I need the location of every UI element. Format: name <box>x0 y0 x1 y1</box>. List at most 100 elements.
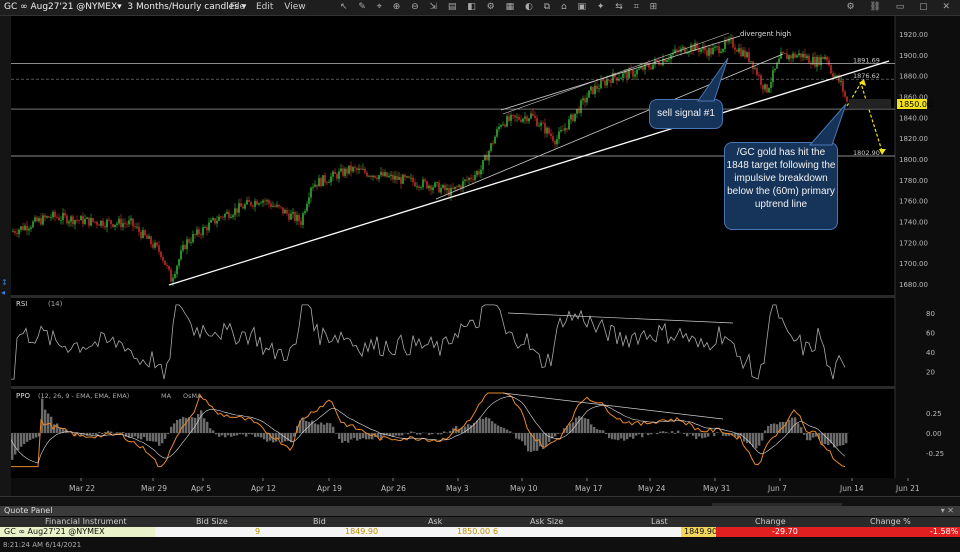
header-bid-size[interactable]: Bid Size <box>196 517 228 526</box>
candle-body <box>432 187 434 191</box>
header-ask[interactable]: Ask <box>428 517 443 526</box>
menu-file[interactable]: File <box>230 2 246 12</box>
quote-row[interactable]: GC ∞ Aug27'21 @NYMEX 9 1849.90 1850.00 6… <box>0 527 960 537</box>
candle-body <box>728 38 730 42</box>
candle-body <box>798 53 800 56</box>
candle-body <box>696 43 698 49</box>
row-ask: 1850.00 <box>457 527 491 536</box>
rsi-line <box>11 304 846 380</box>
menu-view[interactable]: View <box>284 2 306 12</box>
header-change[interactable]: Change <box>755 517 786 526</box>
collapse-icon[interactable]: ◂ <box>1 288 6 297</box>
candle-body <box>590 86 592 91</box>
osma-bar <box>692 433 695 436</box>
candle-body <box>194 234 196 235</box>
osma-bar <box>302 417 305 433</box>
candle-body <box>92 218 94 222</box>
candle-body <box>484 155 486 161</box>
osma-bar <box>299 420 302 433</box>
header-ask-size[interactable]: Ask Size <box>530 517 564 526</box>
osma-bar <box>230 433 233 437</box>
candle-body <box>68 221 70 224</box>
candle-body <box>676 49 678 51</box>
osma-bar <box>842 433 845 446</box>
channel-lower-line[interactable] <box>435 53 784 200</box>
candle-body <box>534 115 536 118</box>
header-last[interactable]: Last <box>651 517 668 526</box>
osma-bar <box>278 433 281 440</box>
toolbar-icons[interactable]: ↖ ✎ ⌖ ⊕ ⊖ ⇲ ▤ ◧ ⚙ ▦ ◐ ⧉ ⌂ ▣ ✦ ⇆ ⌗ ⊞ <box>340 2 662 12</box>
candle-body <box>648 64 650 68</box>
candle-body <box>266 200 268 202</box>
candle-body <box>760 75 762 85</box>
osma-bar <box>14 433 17 455</box>
osma-bar <box>659 431 662 433</box>
candle-body <box>48 216 50 218</box>
candle-body <box>710 48 712 55</box>
symbol-selector[interactable]: GC ∞ Aug27'21 @NYMEX▾ <box>4 2 122 12</box>
timeframe-selector[interactable]: 3 Months/Hourly candles ▾ <box>127 2 247 12</box>
candle-body <box>392 174 394 180</box>
osma-bar <box>677 430 680 433</box>
header-instrument[interactable]: Financial Instrument <box>45 517 127 526</box>
osma-bar <box>617 433 620 441</box>
osma-bar <box>671 431 674 433</box>
osma-bar <box>584 418 587 433</box>
candle-body <box>766 84 768 93</box>
candle-body <box>248 200 250 203</box>
candle-body <box>562 130 564 131</box>
candle-body <box>222 216 224 218</box>
osma-bar <box>20 433 23 447</box>
header-bid[interactable]: Bid <box>313 517 326 526</box>
candle-body <box>220 216 222 218</box>
candle-body <box>716 46 718 48</box>
candle-body <box>276 204 278 207</box>
osma-bar <box>674 433 677 434</box>
candle-body <box>642 66 644 70</box>
candle-body <box>824 56 826 60</box>
osma-bar <box>176 419 179 433</box>
osma-bar <box>131 433 134 438</box>
candle-body <box>814 56 816 67</box>
candle-body <box>180 250 182 260</box>
candle-body <box>124 223 126 224</box>
osma-bar <box>632 433 635 439</box>
osma-bar <box>218 433 221 437</box>
header-change-pct[interactable]: Change % <box>870 517 911 526</box>
candle-body <box>232 215 234 218</box>
price-tick: 1840.00 <box>899 114 928 122</box>
window-controls[interactable]: ⚙ ⛓ ▭ ▢ ✕ <box>846 2 956 12</box>
candle-body <box>528 118 530 122</box>
osma-bar <box>416 433 419 435</box>
draw-tool-icon[interactable]: ↕ <box>1 278 8 287</box>
timeline-scroller[interactable]: Jun '20Aug '20Oct '20Dec '20Feb '21Apr '… <box>0 496 960 513</box>
candle-body <box>250 202 252 206</box>
projection-arrow-up-icon <box>859 79 866 86</box>
osma-bar <box>449 430 452 433</box>
ppo-params: (12, 26, 9 - EMA, EMA, EMA) <box>38 392 129 400</box>
candle-body <box>750 61 752 63</box>
candle-body <box>462 180 464 189</box>
candle-body <box>568 119 570 130</box>
candle-body <box>770 82 772 89</box>
osma-bar <box>65 429 68 433</box>
osma-bar <box>452 428 455 433</box>
osma-bar <box>356 433 359 441</box>
candle-body <box>38 218 40 222</box>
candle-body <box>242 206 244 209</box>
quote-panel-close-icon[interactable]: ▾ ✕ <box>940 506 954 515</box>
primary-uptrend-line[interactable] <box>168 60 890 286</box>
osma-bar <box>164 433 167 439</box>
candle-body <box>622 73 624 78</box>
osma-bar <box>542 433 545 450</box>
osma-bar <box>11 433 14 460</box>
divergence-line[interactable] <box>502 32 730 115</box>
candle-body <box>576 108 578 114</box>
candle-body <box>792 53 794 59</box>
menu-edit[interactable]: Edit <box>255 2 274 12</box>
candle-body <box>722 48 724 52</box>
osma-bar <box>146 433 149 441</box>
osma-bar <box>815 433 818 437</box>
channel-upper-line[interactable] <box>500 35 741 111</box>
